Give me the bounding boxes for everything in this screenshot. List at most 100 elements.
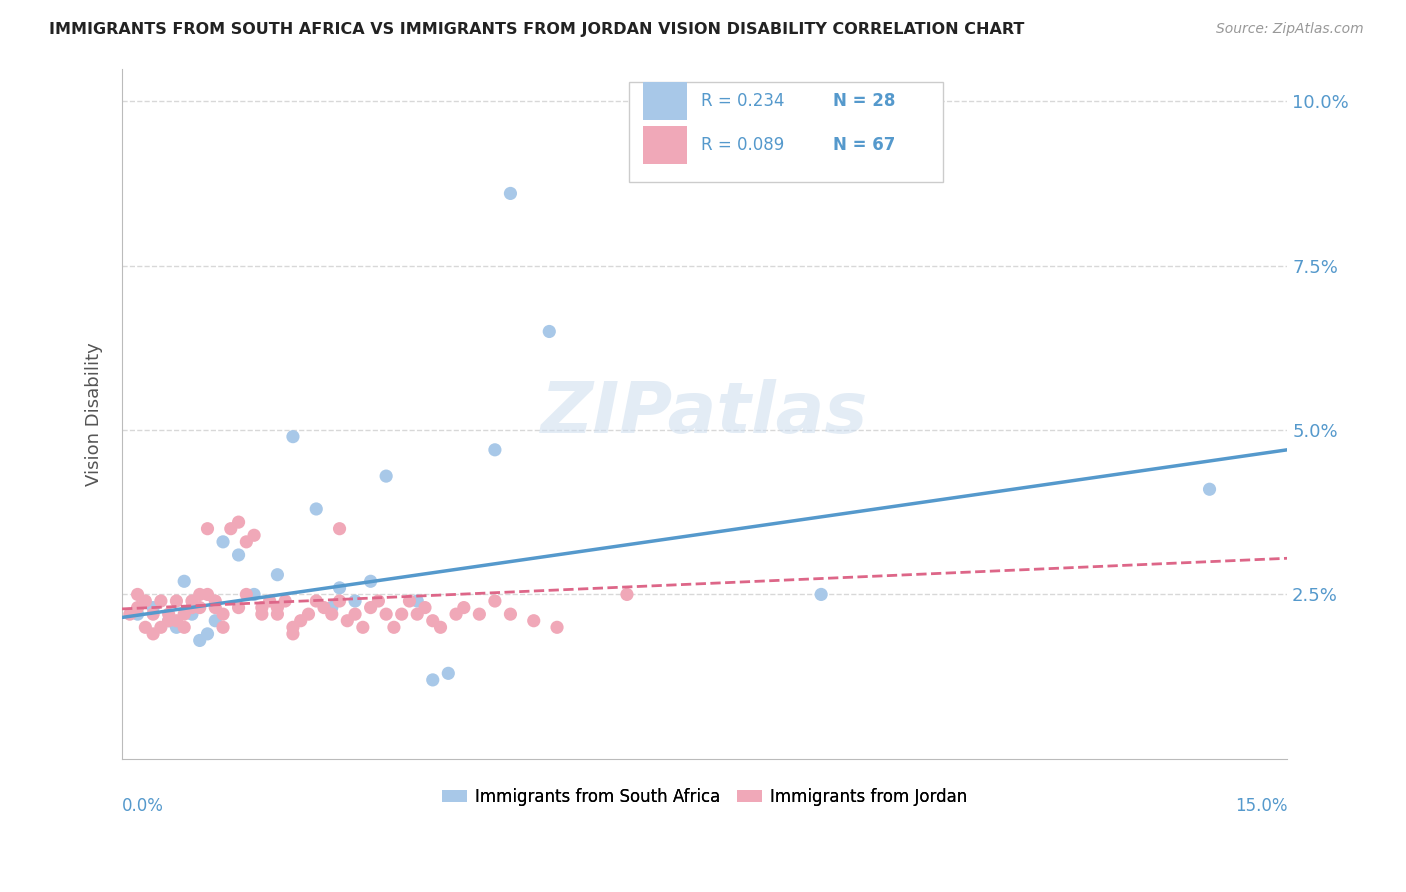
Point — [243, 528, 266, 542]
Point — [444, 607, 467, 622]
Point — [228, 515, 250, 529]
Point — [437, 666, 460, 681]
Point — [305, 594, 328, 608]
Y-axis label: Vision Disability: Vision Disability — [86, 342, 103, 485]
Text: Source: ZipAtlas.com: Source: ZipAtlas.com — [1216, 22, 1364, 37]
Text: N = 28: N = 28 — [832, 93, 896, 111]
Point — [165, 620, 187, 634]
Point — [546, 620, 568, 634]
Point — [127, 587, 149, 601]
Point — [336, 614, 359, 628]
Point — [157, 614, 180, 628]
Point — [142, 607, 165, 622]
Point — [266, 607, 288, 622]
Point — [188, 600, 211, 615]
Point — [367, 594, 389, 608]
Point — [484, 442, 506, 457]
Point — [235, 534, 257, 549]
Point — [344, 607, 367, 622]
Legend: Immigrants from South Africa, Immigrants from Jordan: Immigrants from South Africa, Immigrants… — [434, 781, 974, 813]
Point — [321, 600, 343, 615]
Point — [281, 430, 304, 444]
Text: 0.0%: 0.0% — [122, 797, 165, 814]
Point — [212, 620, 235, 634]
Point — [127, 607, 149, 622]
Point — [243, 587, 266, 601]
Point — [204, 600, 226, 615]
Point — [1198, 482, 1220, 496]
Text: R = 0.234: R = 0.234 — [702, 93, 785, 111]
Point — [360, 600, 382, 615]
Point — [375, 469, 398, 483]
Point — [266, 600, 288, 615]
Point — [165, 594, 187, 608]
Point — [360, 574, 382, 589]
Point — [188, 633, 211, 648]
Point — [197, 587, 219, 601]
Point — [297, 607, 319, 622]
Point — [281, 620, 304, 634]
Point — [406, 607, 429, 622]
Point — [406, 594, 429, 608]
Point — [181, 594, 204, 608]
Point — [228, 548, 250, 562]
Point — [197, 627, 219, 641]
Point — [321, 607, 343, 622]
Point — [281, 627, 304, 641]
Point — [228, 600, 250, 615]
Point — [499, 607, 522, 622]
FancyBboxPatch shape — [643, 127, 688, 164]
Point — [197, 522, 219, 536]
Point — [134, 594, 156, 608]
Point — [188, 587, 211, 601]
Point — [375, 607, 398, 622]
Point — [157, 607, 180, 622]
Point — [499, 186, 522, 201]
Point — [328, 581, 350, 595]
Point — [274, 594, 297, 608]
Point — [212, 607, 235, 622]
Point — [484, 594, 506, 608]
Text: ZIPatlas: ZIPatlas — [541, 379, 869, 448]
Point — [413, 600, 436, 615]
FancyBboxPatch shape — [643, 82, 688, 120]
Point — [142, 627, 165, 641]
Point — [328, 594, 350, 608]
Point — [328, 522, 350, 536]
FancyBboxPatch shape — [628, 82, 943, 182]
Point — [352, 620, 374, 634]
Point — [219, 522, 242, 536]
Point — [250, 607, 273, 622]
Point — [429, 620, 451, 634]
Point — [250, 600, 273, 615]
Point — [134, 620, 156, 634]
Point — [157, 614, 180, 628]
Point — [312, 600, 335, 615]
Point — [523, 614, 546, 628]
Point — [616, 587, 638, 601]
Point — [422, 614, 444, 628]
Point — [149, 594, 172, 608]
Text: N = 67: N = 67 — [832, 136, 896, 154]
Point — [235, 587, 257, 601]
Point — [181, 607, 204, 622]
Point — [344, 594, 367, 608]
Point — [382, 620, 405, 634]
Point — [305, 502, 328, 516]
Point — [118, 607, 141, 622]
Point — [173, 574, 195, 589]
Point — [142, 600, 165, 615]
Point — [127, 600, 149, 615]
Text: R = 0.089: R = 0.089 — [702, 136, 785, 154]
Point — [538, 325, 561, 339]
Point — [468, 607, 491, 622]
Point — [259, 594, 281, 608]
Text: 15.0%: 15.0% — [1234, 797, 1288, 814]
Point — [204, 614, 226, 628]
Point — [181, 600, 204, 615]
Point — [422, 673, 444, 687]
Point — [212, 534, 235, 549]
Point — [173, 607, 195, 622]
Point — [810, 587, 832, 601]
Point — [165, 614, 187, 628]
